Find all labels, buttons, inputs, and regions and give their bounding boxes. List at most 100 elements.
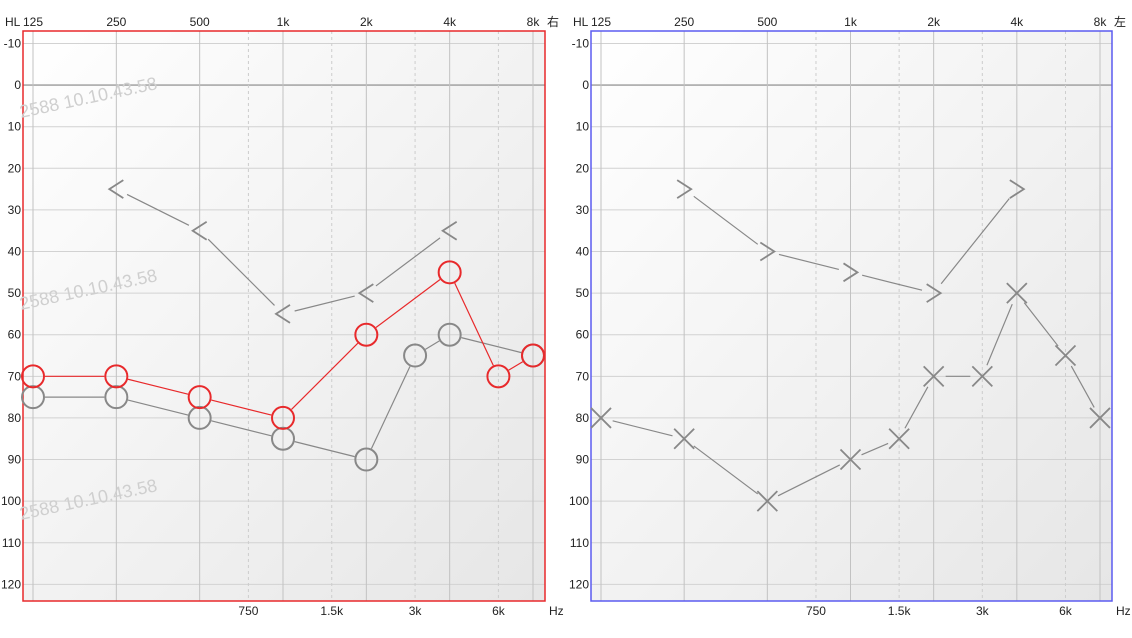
y-tick-label: 90: [8, 453, 22, 467]
y-axis-label: HL: [5, 15, 21, 29]
x-marker: [1089, 407, 1111, 429]
series-segment: [778, 253, 840, 270]
series-bone-right-gray: [107, 179, 458, 324]
y-tick-label: 50: [576, 286, 590, 300]
x-marker: [839, 448, 862, 471]
circle-marker: [271, 405, 295, 430]
x-marker: [923, 365, 945, 387]
y-tick-label: 10: [8, 120, 22, 134]
series-segment: [693, 195, 759, 245]
x-tick-label-top: 4k: [1010, 15, 1024, 29]
circle-marker: [187, 385, 212, 410]
circle-marker: [21, 364, 45, 389]
series-segment: [425, 340, 440, 350]
series-segment: [211, 399, 272, 416]
x-marker: [673, 428, 695, 450]
y-tick-label: 120: [569, 577, 589, 591]
series-segment: [294, 441, 355, 458]
x-unit-label: Hz: [549, 604, 564, 618]
x-marker: [971, 365, 993, 387]
plot-background: [591, 31, 1112, 601]
y-tick-label: 90: [576, 453, 590, 467]
circle-marker: [104, 385, 129, 410]
y-tick-label: 110: [2, 536, 21, 550]
y-tick-label: -10: [572, 36, 590, 50]
bone-conduction-marker-left: [759, 241, 776, 262]
y-tick-label: 60: [8, 328, 22, 342]
y-tick-label: 120: [1, 577, 21, 591]
x-tick-label-top: 2k: [927, 15, 941, 29]
series-segment: [291, 342, 359, 410]
series-segment: [454, 282, 494, 366]
series-segment: [693, 445, 759, 495]
y-tick-label: -10: [4, 36, 22, 50]
circle-marker: [354, 447, 379, 472]
x-marker: [1054, 344, 1077, 367]
y-tick-label: 110: [570, 536, 589, 550]
series-segment: [127, 378, 189, 395]
x-tick-label-top: 2k: [360, 15, 374, 29]
series-segment: [861, 274, 923, 291]
x-marker: [756, 490, 778, 512]
x-tick-label-bottom: 3k: [409, 604, 423, 618]
circle-marker: [486, 364, 511, 389]
series-segment: [127, 399, 189, 416]
x-marker: [590, 407, 612, 429]
circle-marker: [271, 426, 295, 451]
plot-frame: [590, 30, 1113, 602]
y-tick-label: 70: [576, 369, 590, 383]
y-tick-label: 10: [576, 120, 590, 134]
x-tick-label-bottom: 750: [238, 604, 258, 618]
x-unit-label: Hz: [1116, 604, 1131, 618]
y-tick-label: 0: [14, 78, 21, 92]
x-tick-label-top: 1k: [277, 15, 291, 29]
circle-marker: [521, 343, 545, 368]
audiogram-panel-right-ear: -10 0 10 20 30 40 50 60 70 80 90 100 110 120 125 250 500…: [1, 14, 564, 618]
series-segment: [211, 420, 272, 437]
ear-side-label: 左: [1114, 14, 1126, 29]
x-tick-label-bottom: 1.5k: [888, 604, 912, 618]
ear-side-label: 右: [547, 14, 559, 29]
bone-conduction-marker-left: [676, 179, 693, 199]
bone-conduction-marker-left: [843, 262, 860, 283]
series-segment: [375, 237, 441, 287]
bone-conduction-marker-right: [274, 304, 291, 324]
x-tick-label-top: 250: [106, 15, 126, 29]
x-marker: [888, 428, 910, 450]
x-tick-label-top: 250: [674, 15, 694, 29]
series-segment: [1023, 302, 1059, 347]
bone-conduction-marker-right: [107, 179, 124, 199]
series-segment: [375, 279, 441, 329]
series-segment: [940, 198, 1010, 285]
x-tick-label-top: 8k: [1094, 15, 1108, 29]
y-tick-label: 30: [576, 203, 590, 217]
series-bone-left-gray: [676, 179, 1026, 303]
circle-marker: [437, 260, 462, 285]
series-segment: [777, 464, 841, 497]
y-tick-label: 20: [576, 161, 590, 175]
series-segment: [612, 420, 673, 437]
series-circle-gray: [21, 322, 545, 472]
x-tick-label-bottom: 750: [806, 604, 826, 618]
series-segment: [207, 238, 275, 306]
bone-conduction-marker-left: [926, 283, 943, 303]
y-tick-label: 20: [8, 161, 22, 175]
x-tick-label-bottom: 6k: [492, 604, 506, 618]
x-tick-label-bottom: 3k: [976, 604, 990, 618]
series-segment: [508, 361, 524, 371]
series-segment: [1070, 365, 1095, 408]
series-segment: [461, 337, 522, 354]
series-segment: [986, 303, 1013, 366]
x-marker: [1006, 282, 1028, 304]
series-x-gray: [590, 282, 1111, 512]
series-segment: [294, 295, 355, 312]
bone-conduction-marker-right: [441, 220, 458, 241]
y-tick-label: 100: [1, 494, 21, 508]
circle-marker: [354, 322, 379, 347]
circle-marker: [104, 364, 129, 389]
x-tick-label-bottom: 1.5k: [320, 604, 344, 618]
series-segment: [861, 442, 889, 456]
y-tick-label: 50: [8, 286, 22, 300]
x-tick-label-top: 500: [190, 15, 210, 29]
